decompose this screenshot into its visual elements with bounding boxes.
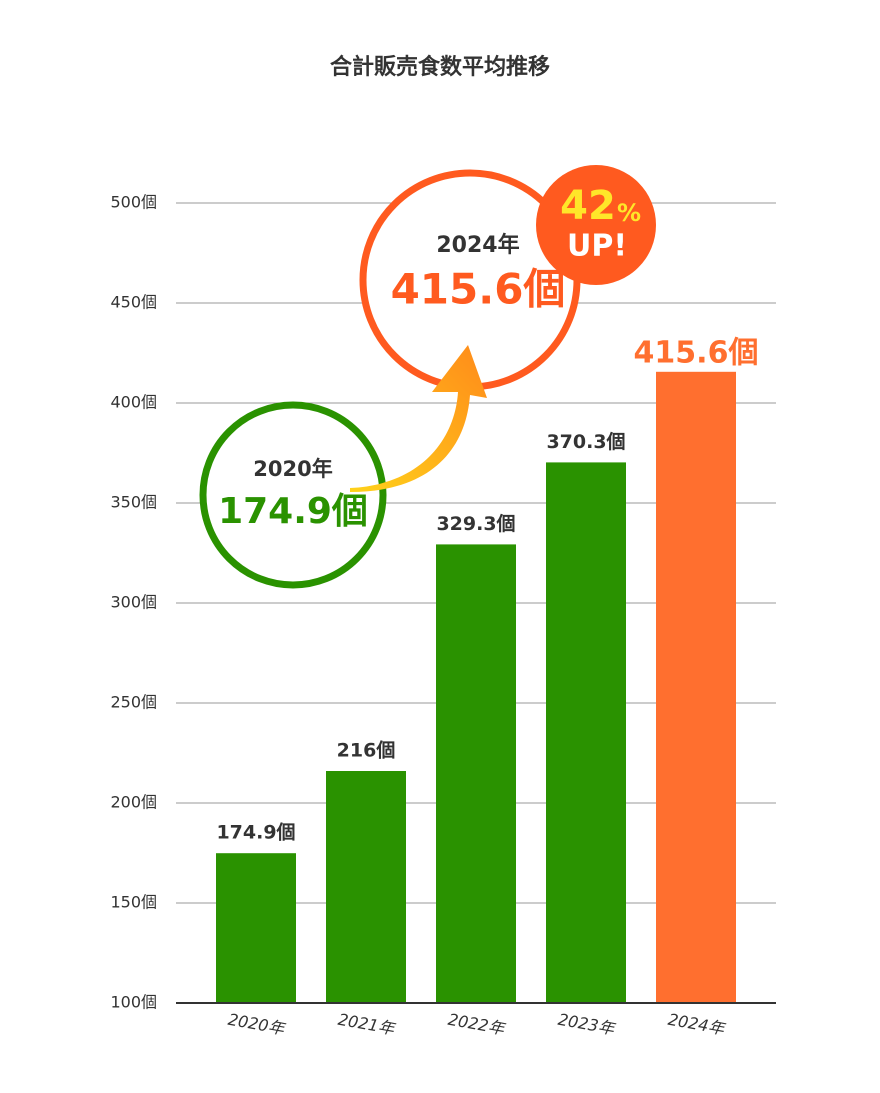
x-tick-label: 2024年: [667, 1010, 728, 1039]
end-value: 415.6個: [391, 265, 566, 314]
growth-value: 42: [560, 183, 616, 229]
x-tick-label: 2022年: [447, 1010, 508, 1039]
end-year: 2024年: [436, 232, 519, 258]
y-tick-label: 500個: [110, 193, 157, 212]
bar: [326, 771, 406, 1003]
plot: 100個 150個 200個 250個 300個 350個 400個 450個 500個 174.…: [110, 193, 776, 1039]
y-tick-label: 100個: [110, 993, 157, 1012]
bar: [436, 544, 516, 1003]
y-tick-label: 300個: [110, 593, 157, 612]
x-tick-label: 2020年: [227, 1010, 288, 1039]
value-label: 216個: [337, 740, 396, 762]
growth-label: UP!: [567, 229, 627, 264]
bar: [216, 853, 296, 1003]
chart-title: 合計販売食数平均推移: [330, 54, 550, 80]
start-value: 174.9個: [218, 491, 368, 532]
value-label: 370.3個: [546, 431, 625, 453]
annotation: 2020年 174.9個 2024年 415.6個 42 % UP!: [199, 165, 656, 589]
y-tick-label: 250個: [110, 693, 157, 712]
start-circle: [199, 401, 387, 589]
value-label: 174.9個: [216, 822, 295, 844]
y-tick-label: 450個: [110, 293, 157, 312]
y-tick-label: 200個: [110, 793, 157, 812]
x-tick-label: 2021年: [337, 1010, 398, 1039]
start-year: 2020年: [253, 457, 332, 481]
x-tick-label: 2023年: [557, 1010, 618, 1039]
bar: [656, 371, 736, 1003]
y-tick-label: 350個: [110, 493, 157, 512]
y-tick-label: 400個: [110, 393, 157, 412]
bar: [546, 462, 626, 1003]
growth-badge: [536, 165, 656, 285]
arrow: [350, 345, 487, 492]
value-label: 415.6個: [634, 335, 759, 370]
value-label: 329.3個: [436, 513, 515, 535]
y-tick-label: 150個: [110, 893, 157, 912]
growth-unit: %: [617, 199, 641, 227]
